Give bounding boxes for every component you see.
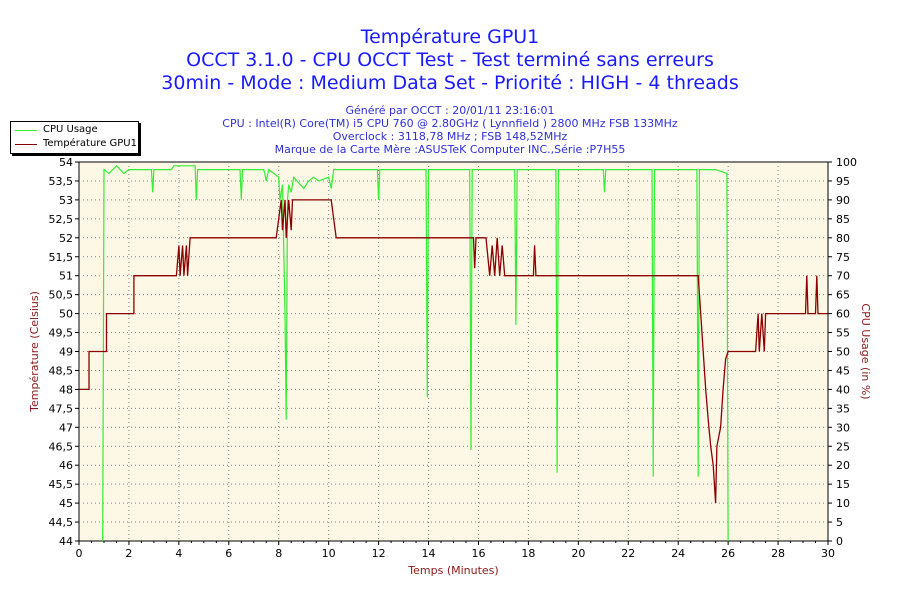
- y-right-tick-label: 65: [836, 289, 850, 302]
- y-left-tick-label: 44: [59, 535, 73, 548]
- x-tick-label: 2: [125, 547, 132, 560]
- series-line-temperature: [79, 199, 828, 504]
- x-tick-label: 22: [621, 547, 635, 560]
- chart-title: Température GPU1: [360, 26, 540, 48]
- y-right-tick-label: 20: [836, 459, 850, 472]
- y-left-tick-label: 49,5: [49, 327, 74, 340]
- legend: CPU Usage Température GPU1: [10, 121, 139, 154]
- y-left-tick-label: 52,5: [49, 213, 74, 226]
- x-tick-label: 12: [372, 547, 386, 560]
- legend-label-temperature: Température GPU1: [43, 138, 137, 149]
- generated-info: Généré par OCCT : 20/01/11 23:16:01: [345, 104, 555, 117]
- y-left-tick-label: 53,5: [49, 175, 74, 188]
- y-right-tick-label: 100: [836, 156, 857, 169]
- legend-label-cpu-usage: CPU Usage: [43, 124, 98, 135]
- y-left-tick-label: 47,5: [49, 402, 74, 415]
- y-right-tick-label: 95: [836, 175, 850, 188]
- y-left-tick-label: 46,5: [49, 440, 74, 453]
- y-left-tick-label: 51,5: [49, 251, 74, 264]
- x-tick-label: 10: [322, 547, 336, 560]
- y-right-tick-label: 0: [836, 535, 843, 548]
- y-right-tick-label: 45: [836, 364, 850, 377]
- y-left-tick-label: 45: [59, 497, 73, 510]
- y-left-tick-label: 54: [59, 156, 73, 169]
- y-right-tick-label: 35: [836, 402, 850, 415]
- x-tick-label: 6: [225, 547, 232, 560]
- y-right-tick-label: 70: [836, 270, 850, 283]
- y-left-tick-label: 45,5: [49, 478, 74, 491]
- x-tick-label: 28: [771, 547, 785, 560]
- y-left-tick-label: 48,5: [49, 364, 74, 377]
- y-left-tick-label: 50: [59, 308, 73, 321]
- x-tick-label: 8: [275, 547, 282, 560]
- y-right-tick-label: 25: [836, 440, 850, 453]
- legend-item-temperature: Température GPU1: [11, 137, 137, 151]
- x-axis-label: Temps (Minutes): [407, 564, 498, 577]
- y-right-tick-label: 5: [836, 516, 843, 529]
- chart-subtitle-2: 30min - Mode : Medium Data Set - Priorit…: [161, 72, 739, 94]
- series-layer: [79, 164, 828, 542]
- x-tick-label: 30: [821, 547, 835, 560]
- overclock-info: Overclock : 3118,78 MHz ; FSB 148,52MHz: [332, 130, 568, 143]
- y-right-tick-label: 80: [836, 232, 850, 245]
- tick-marks: [75, 161, 832, 545]
- y-right-tick-label: 30: [836, 421, 850, 434]
- x-tick-label: 16: [471, 547, 485, 560]
- y-right-tick-label: 10: [836, 497, 850, 510]
- x-tick-label: 4: [175, 547, 182, 560]
- y-right-tick-label: 90: [836, 194, 850, 207]
- legend-item-cpu-usage: CPU Usage: [11, 123, 98, 137]
- y-right-tick-label: 85: [836, 213, 850, 226]
- y-left-tick-label: 51: [59, 270, 73, 283]
- series-line-cpu-usage: [102, 164, 729, 542]
- y-axis-label-right: CPU Usage (in %): [859, 303, 872, 399]
- y-axis-label-left: Température (Celsius): [28, 291, 41, 413]
- x-tick-label: 26: [721, 547, 735, 560]
- legend-swatch-temperature: [15, 143, 37, 145]
- y-left-tick-label: 48: [59, 383, 73, 396]
- motherboard-info: Marque de la Carte Mère :ASUSTeK Compute…: [274, 143, 626, 156]
- legend-swatch-cpu-usage: [15, 129, 37, 131]
- y-right-tick-label: 55: [836, 327, 850, 340]
- y-left-tick-label: 46: [59, 459, 73, 472]
- y-left-tick-label: 53: [59, 194, 73, 207]
- y-right-tick-label: 50: [836, 346, 850, 359]
- cpu-info: CPU : Intel(R) Core(TM) i5 CPU 760 @ 2.8…: [222, 117, 678, 130]
- y-right-tick-label: 15: [836, 478, 850, 491]
- x-tick-label: 14: [422, 547, 436, 560]
- y-left-tick-label: 49: [59, 346, 73, 359]
- y-left-tick-label: 50,5: [49, 289, 74, 302]
- x-tick-label: 18: [521, 547, 535, 560]
- x-tick-label: 20: [571, 547, 585, 560]
- y-left-tick-label: 52: [59, 232, 73, 245]
- y-right-tick-label: 75: [836, 251, 850, 264]
- x-tick-label: 0: [76, 547, 83, 560]
- x-tick-label: 24: [671, 547, 685, 560]
- y-right-tick-label: 60: [836, 308, 850, 321]
- y-right-tick-label: 40: [836, 383, 850, 396]
- tick-labels: 0 2 4 6 8 10 12 14 16 18 20 22 24 26 28 304444,54545,54…: [49, 156, 858, 560]
- y-left-tick-label: 44,5: [49, 516, 74, 529]
- y-left-tick-label: 47: [59, 421, 73, 434]
- chart-subtitle: OCCT 3.1.0 - CPU OCCT Test - Test termin…: [186, 49, 714, 71]
